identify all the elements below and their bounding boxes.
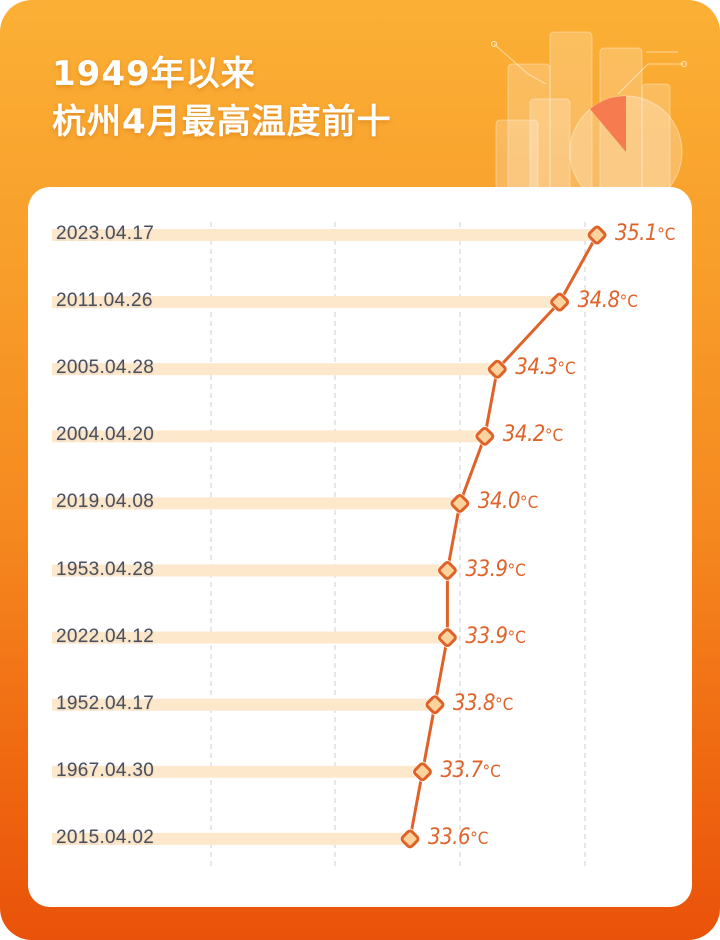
value-unit: °C xyxy=(519,493,539,514)
bar xyxy=(52,832,410,845)
value-number: 33.9 xyxy=(465,623,508,649)
value-unit: °C xyxy=(544,426,564,447)
page-title: 1949年以来 杭州4月最高温度前十 xyxy=(52,50,392,146)
value-label: 34.0°C xyxy=(478,489,538,514)
data-point-marker xyxy=(449,493,471,514)
date-label: 1967.04.30 xyxy=(56,759,155,781)
value-label: 33.8°C xyxy=(453,691,513,716)
trend-line xyxy=(408,234,599,840)
bar xyxy=(52,765,423,778)
value-unit: °C xyxy=(482,761,501,782)
title-line-2: 杭州4月最高温度前十 xyxy=(52,102,392,142)
data-point-marker xyxy=(474,425,496,447)
value-number: 34.2 xyxy=(502,422,546,448)
data-point-marker xyxy=(412,761,433,783)
value-number: 33.7 xyxy=(440,757,483,783)
date-label: 2022.04.12 xyxy=(56,625,155,647)
value-number: 34.0 xyxy=(477,489,521,515)
value-number: 33.9 xyxy=(465,556,508,582)
data-point-marker xyxy=(586,224,608,246)
value-label: 34.2°C xyxy=(503,422,563,447)
value-label: 34.3°C xyxy=(515,355,575,380)
bar xyxy=(52,363,498,376)
decorative-chart-icon xyxy=(491,31,687,194)
date-label: 2011.04.26 xyxy=(56,290,153,312)
value-number: 33.8 xyxy=(452,690,496,716)
value-unit: °C xyxy=(507,560,526,581)
data-point-marker xyxy=(486,358,508,380)
bar xyxy=(52,698,435,711)
value-label: 33.9°C xyxy=(465,624,525,649)
value-unit: °C xyxy=(494,694,514,715)
date-label: 1952.04.17 xyxy=(56,692,155,714)
bar xyxy=(52,430,485,443)
value-unit: °C xyxy=(470,828,489,849)
date-label: 2019.04.08 xyxy=(56,491,155,513)
value-unit: °C xyxy=(557,359,576,380)
value-label: 33.9°C xyxy=(465,557,525,582)
value-label: 35.1°C xyxy=(615,221,675,246)
value-unit: °C xyxy=(619,292,638,313)
data-point-marker xyxy=(437,560,458,581)
value-number: 33.6 xyxy=(428,824,471,850)
value-unit: °C xyxy=(507,627,526,648)
bar xyxy=(52,564,448,577)
data-point-marker xyxy=(399,828,421,850)
bar xyxy=(52,229,597,241)
bar xyxy=(52,296,560,309)
date-label: 1953.04.28 xyxy=(56,558,155,580)
value-number: 34.8 xyxy=(577,288,621,314)
date-label: 2015.04.02 xyxy=(56,826,155,848)
value-number: 34.3 xyxy=(515,355,558,381)
data-point-marker xyxy=(437,627,458,648)
date-label: 2005.04.28 xyxy=(56,357,155,379)
bar xyxy=(52,631,448,644)
date-label: 2004.04.20 xyxy=(56,424,155,446)
data-point-marker xyxy=(424,694,446,716)
value-unit: °C xyxy=(657,225,676,245)
date-label: 2023.04.17 xyxy=(56,223,155,244)
bar xyxy=(52,497,460,510)
value-label: 34.8°C xyxy=(578,288,638,313)
value-label: 33.7°C xyxy=(440,758,500,783)
value-label: 33.6°C xyxy=(428,825,488,850)
value-number: 35.1 xyxy=(615,221,658,246)
data-point-marker xyxy=(549,291,570,313)
title-line-1: 1949年以来 xyxy=(52,54,256,94)
